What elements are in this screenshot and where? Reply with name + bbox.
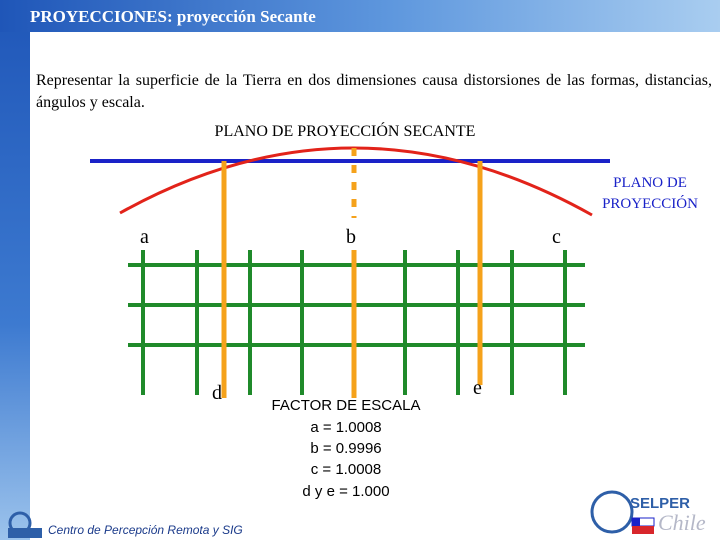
flag (632, 518, 640, 526)
left-logo (8, 511, 42, 538)
scale-line: b = 0.9996 (310, 440, 381, 457)
logo-shape (590, 490, 634, 534)
label-c: c (552, 226, 561, 248)
scale-factor: FACTOR DE ESCALA a = 1.0008 b = 0.9996 c… (272, 397, 421, 500)
point-labels: a b c d e (140, 226, 561, 404)
scale-line: d y e = 1.000 (302, 483, 389, 500)
flag (632, 526, 654, 534)
selper-logo: SELPER Chile (590, 490, 706, 535)
logo-shape (8, 528, 42, 538)
logo-country: Chile (658, 510, 706, 535)
scale-line: c = 1.0008 (311, 461, 381, 478)
side-stripe (0, 0, 30, 540)
slide-title: PROYECCIONES: proyección Secante (30, 7, 316, 26)
label-e: e (473, 377, 482, 399)
footer-text: Centro de Percepción Remota y SIG (48, 523, 243, 537)
plane-label-line: PLANO DE (613, 175, 687, 191)
plane-label-line: PROYECCIÓN (602, 195, 698, 212)
header-bar: PROYECCIONES: proyección Secante (0, 0, 720, 32)
scale-line: a = 1.0008 (310, 419, 381, 436)
label-a: a (140, 226, 149, 248)
label-d: d (212, 382, 222, 404)
plane-label: PLANO DE PROYECCIÓN (602, 175, 698, 212)
secant-lines (221, 148, 483, 398)
label-b: b (346, 226, 356, 248)
logo-name: SELPER (630, 495, 690, 512)
diagram-title: PLANO DE PROYECCIÓN SECANTE (215, 121, 476, 140)
scale-heading: FACTOR DE ESCALA (272, 397, 421, 414)
paragraph: Representar la superficie de la Tierra e… (36, 72, 712, 111)
